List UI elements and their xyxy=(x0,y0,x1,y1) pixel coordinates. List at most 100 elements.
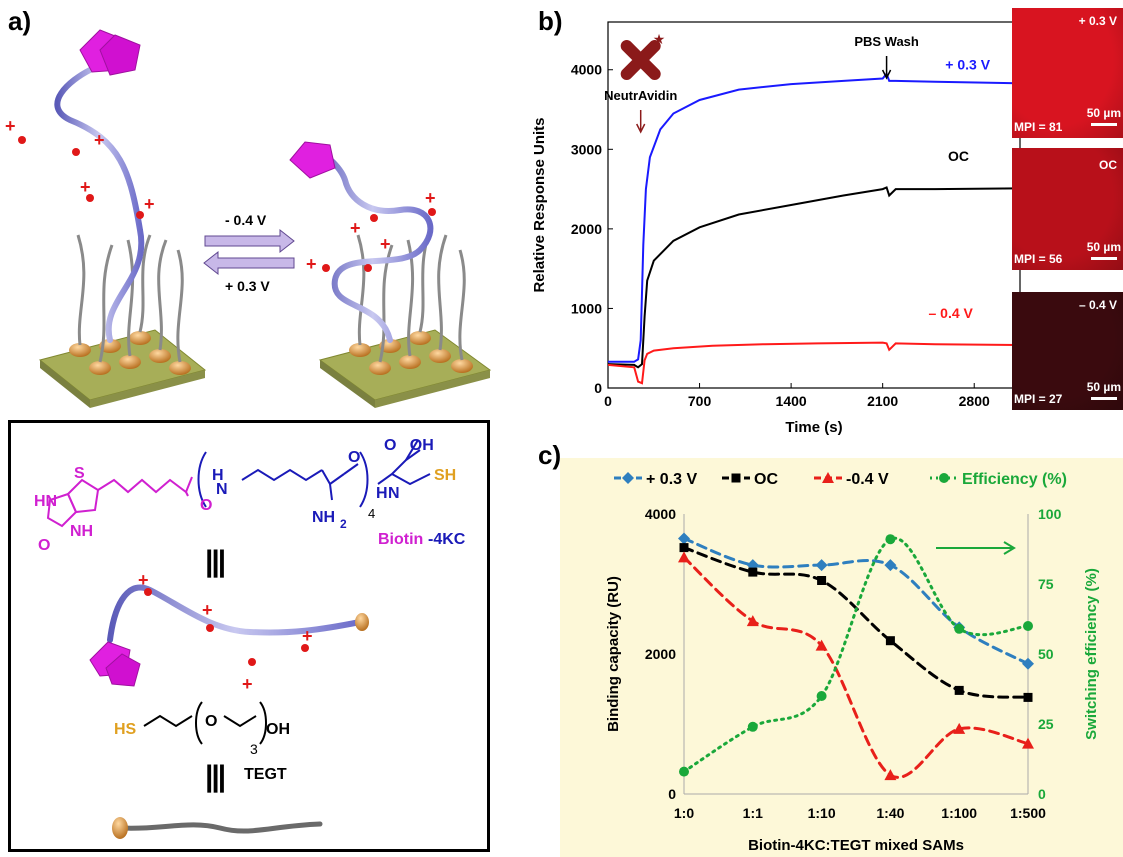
reverse-potential-label: + 0.3 V xyxy=(225,278,270,294)
series-label: + 0.3 V xyxy=(945,57,990,73)
forward-potential-label: - 0.4 V xyxy=(225,212,267,228)
binding-capacity-chart: 0 2000 4000 0 25 50 75 100 1:0 1:1 1:10 1:40 1:100 1:… xyxy=(560,458,1123,857)
x-axis-label: Biotin-4KC:TEGT mixed SAMs xyxy=(748,837,964,854)
scale-bar xyxy=(1091,257,1117,260)
annotation-pbs-wash: PBS Wash xyxy=(854,34,919,49)
left-peptide-ribbon xyxy=(54,67,145,343)
tegt-hs: HS xyxy=(114,721,137,738)
scale-bar xyxy=(1091,397,1117,400)
y2-tick-label: 100 xyxy=(1038,506,1062,522)
microscopy-images: + 0.3 V 50 µm MPI = 81 OC 50 µm MPI = 56… xyxy=(1012,0,1123,410)
micro-scale: 50 µm xyxy=(1086,240,1121,254)
chem-s-ring: S xyxy=(74,465,85,482)
panel-a-label: a) xyxy=(8,6,32,36)
svg-text:+: + xyxy=(202,600,213,620)
micro-mpi: MPI = 27 xyxy=(1014,392,1063,406)
data-point xyxy=(954,623,965,634)
molecule-structures-box xyxy=(8,420,490,852)
series-line xyxy=(682,537,1030,666)
legend-item: + 0.3 V xyxy=(614,471,697,488)
microscopy-image-plus03: + 0.3 V 50 µm MPI = 81 xyxy=(1012,8,1123,138)
series-line xyxy=(607,186,1021,369)
chem-o-carbonyl2: O xyxy=(348,449,360,466)
right-peptide-ribbon xyxy=(312,147,434,343)
microscopy-fill xyxy=(1012,148,1123,270)
data-point xyxy=(731,473,741,483)
data-point xyxy=(815,639,828,651)
series-line xyxy=(607,341,1021,385)
series-markers xyxy=(678,551,1034,781)
left-gold-cylinders xyxy=(69,331,191,375)
data-point xyxy=(884,559,897,572)
y-tick-label: 4000 xyxy=(571,62,602,78)
chem-h2: H xyxy=(376,485,388,502)
x-axis-label: Time (s) xyxy=(785,419,842,436)
switching-schematic: + + + + + + + + xyxy=(5,29,492,408)
left-biotin-shape-2 xyxy=(99,34,141,76)
chem-h1: H xyxy=(212,467,224,484)
data-point xyxy=(679,766,689,777)
micro-label: OC xyxy=(1099,158,1117,172)
data-point xyxy=(1023,621,1033,631)
series-markers xyxy=(679,543,1033,702)
x-tick-label: 2800 xyxy=(959,393,990,409)
x-tick-label: 1:0 xyxy=(674,805,694,821)
x-tick-label: 1:500 xyxy=(1010,805,1046,821)
data-point xyxy=(679,543,689,553)
micro-label: – 0.4 V xyxy=(1078,298,1117,312)
svg-text:+: + xyxy=(5,116,16,136)
data-point xyxy=(816,691,827,701)
left-tegt-chains xyxy=(76,234,184,363)
tegt-label: TEGT xyxy=(244,766,287,783)
y-tick-label: 2000 xyxy=(645,646,676,662)
right-biotin-shape xyxy=(289,141,336,179)
svg-text:+: + xyxy=(242,674,253,694)
svg-text:+: + xyxy=(138,570,149,590)
chem-nh2: NH xyxy=(312,509,335,526)
chem-nh-ring: NH xyxy=(70,523,93,540)
chem-hn: HN xyxy=(34,493,57,510)
y-axis-label: Binding capacity (RU) xyxy=(605,576,622,732)
legend-label: Efficiency (%) xyxy=(962,471,1067,488)
left-charges: + + + + xyxy=(5,116,155,219)
series-label: OC xyxy=(948,148,969,164)
right-charges: + + + + xyxy=(306,188,436,274)
svg-text:+: + xyxy=(80,177,91,197)
chem-subscript4: 4 xyxy=(368,506,375,521)
y-tick-label: 4000 xyxy=(645,506,676,522)
plot-frame xyxy=(607,21,1021,389)
forward-arrow xyxy=(204,228,295,254)
x-tick-label: 1:10 xyxy=(808,805,836,821)
data-point xyxy=(939,473,949,483)
data-point xyxy=(885,636,895,646)
y2-tick-label: 50 xyxy=(1038,646,1054,662)
micro-scale: 50 µm xyxy=(1086,380,1121,394)
svg-text:+: + xyxy=(306,254,317,274)
neutravidin-arrowhead xyxy=(636,123,646,134)
x-tick-label: 0 xyxy=(604,393,612,409)
spr-response-chart: 0 700 1400 2100 2800 0 1000 2000 3000 4000 Time (s… xyxy=(531,21,1021,436)
chem-o-ring: O xyxy=(38,537,50,552)
x-tick-label: 1:100 xyxy=(941,805,977,821)
microscopy-fill xyxy=(1012,8,1123,138)
data-point xyxy=(622,472,634,484)
tegt-cartoon xyxy=(112,817,323,839)
data-point xyxy=(747,721,758,732)
identity-symbol-2: ||| xyxy=(205,760,226,793)
biotin-4kc-structure: H N O O 4 NH 2 O OH H N SH S HN NH O Bio… xyxy=(34,437,466,552)
chem-n: N xyxy=(216,481,228,498)
data-point xyxy=(748,567,758,577)
biotin-label-part2: -4KC xyxy=(428,531,466,548)
svg-text:+: + xyxy=(144,194,155,214)
y2-axis-label: Switching efficiency (%) xyxy=(1083,568,1100,740)
data-point xyxy=(746,615,759,627)
legend-label: -0.4 V xyxy=(846,471,889,488)
identity-symbol-1: ||| xyxy=(205,545,226,578)
y2-tick-label: 75 xyxy=(1038,576,1054,592)
peptide-cartoon: + + + + xyxy=(89,570,369,694)
micro-scale: 50 µm xyxy=(1086,106,1121,120)
microscopy-image-oc: OC 50 µm MPI = 56 xyxy=(1012,148,1123,270)
y-tick-label: 0 xyxy=(594,380,602,396)
legend-item: -0.4 V xyxy=(814,471,889,488)
microscopy-fill xyxy=(1012,292,1123,410)
